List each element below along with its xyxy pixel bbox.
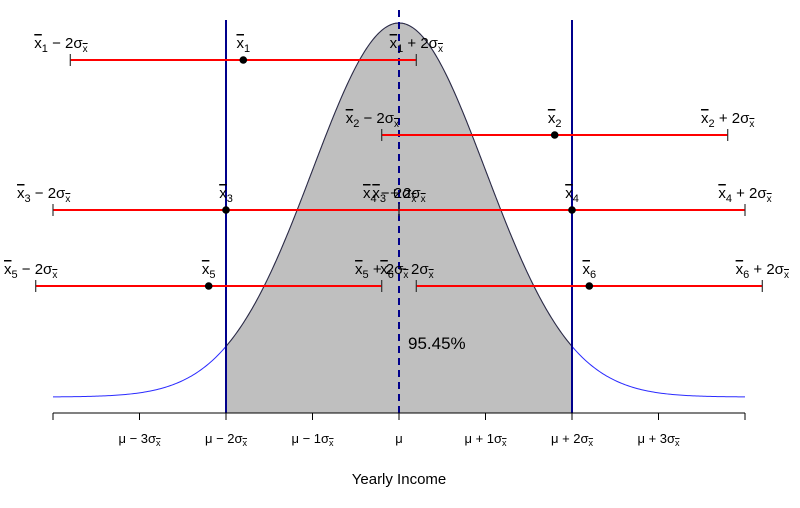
interval-1-mean-point (239, 56, 248, 64)
interval-3-lower-label: x3 − 2σx (17, 185, 70, 205)
interval-3-upper-label: x3 + 2σx (372, 185, 425, 205)
interval-4-upper-label: x4 + 2σx (718, 185, 771, 205)
confidence-intervals: x1 − 2σx x1 x1 + 2σx x2 − 2σx x2 x2 + 2σx x3 −… (4, 35, 789, 292)
interval-4-mean-label: x4 (565, 185, 579, 205)
x-tick-label: μ − 2σx (205, 431, 248, 448)
x-tick-label: μ − 1σx (291, 431, 334, 448)
interval-2: x2 − 2σx x2 x2 + 2σx (346, 110, 754, 141)
interval-2-mean-label: x2 (548, 110, 562, 130)
interval-1-upper-label: x1 + 2σx (390, 35, 443, 55)
interval-5-upper-label: x5 + 2σx (355, 261, 408, 281)
x-tick-label: μ + 2σx (551, 431, 594, 448)
interval-2-upper-label: x2 + 2σx (701, 110, 754, 130)
interval-6-mean-label: x6 (582, 261, 596, 281)
interval-1: x1 − 2σx x1 x1 + 2σx (34, 35, 443, 66)
interval-5: x5 − 2σx x5 x5 + 2σx (4, 261, 408, 292)
interval-6-upper-label: x6 + 2σx (736, 261, 789, 281)
interval-4-lower-label: x4 − 2σx (363, 185, 416, 205)
interval-5-lower-label: x5 − 2σx (4, 261, 57, 281)
interval-4: x4 − 2σx x4 x4 + 2σx (363, 185, 772, 216)
x-tick-label: μ + 1σx (464, 431, 507, 448)
interval-1-lower-label: x1 − 2σx (34, 35, 87, 55)
interval-4-mean-point (568, 206, 576, 214)
x-tick-label: μ (395, 431, 403, 446)
x-axis-label: Yearly Income (352, 471, 447, 488)
x-tick-label: μ + 3σx (637, 431, 680, 448)
interval-6-mean-point (585, 282, 594, 290)
interval-1-mean-label: x1 (236, 35, 250, 55)
interval-5-mean-label: x5 (202, 261, 216, 281)
interval-6: x6 − 2σx x6 x6 + 2σx (380, 261, 789, 292)
x-tick-label: μ − 3σx (118, 431, 161, 448)
interval-6-lower-label: x6 − 2σx (380, 261, 433, 281)
shaded-area-label: 95.45% (408, 334, 466, 353)
interval-5-mean-point (204, 282, 213, 290)
interval-3-mean-label: x3 (219, 185, 233, 205)
interval-3: x3 − 2σx x3 x3 + 2σx (17, 185, 426, 216)
interval-2-lower-label: x2 − 2σx (346, 110, 399, 130)
interval-3-mean-point (222, 206, 230, 214)
x-axis: μ − 3σx μ − 2σx μ − 1σx μ μ + 1σx μ + 2σx μ + … (52, 412, 746, 448)
interval-2-mean-point (550, 131, 559, 139)
